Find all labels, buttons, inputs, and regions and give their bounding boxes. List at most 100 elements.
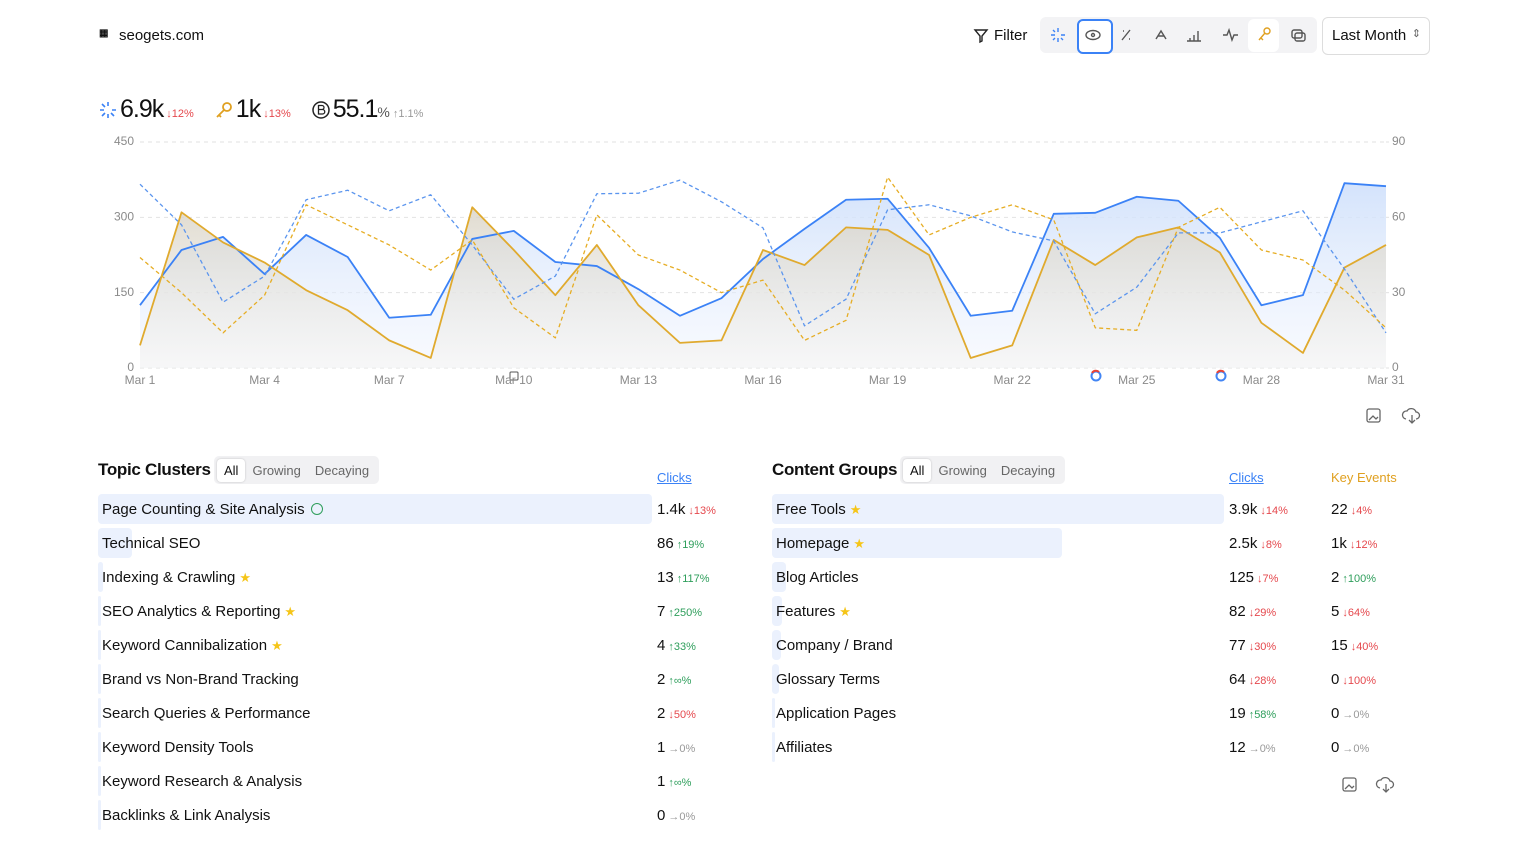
areas [140, 183, 1386, 368]
cell-change: 19% [677, 539, 705, 551]
cell-value: 0 [657, 807, 666, 824]
lines [139, 176, 1387, 359]
cell-change: 40% [1351, 641, 1379, 653]
cell-value: 2 [657, 705, 666, 722]
table-row: Free Tools★ 3.9k14% 224% [772, 494, 1431, 524]
cell-change: 4% [1351, 505, 1372, 517]
row-label: Features [776, 603, 836, 620]
cell-value: 0 [1331, 705, 1340, 722]
cell-value: 13 [657, 569, 674, 586]
row-label: Search Queries & Performance [102, 705, 311, 722]
row-bar [772, 630, 781, 660]
toolbar-active[interactable] [1077, 19, 1113, 54]
toolbar-icons [1051, 27, 1306, 43]
tab[interactable]: All [903, 458, 932, 482]
table-row: Features★ 8229% 564% [772, 596, 1431, 626]
x-tick-label: Mar 28 [1243, 373, 1281, 387]
metric-value: 1k [235, 95, 261, 123]
cell-change: 250% [668, 607, 702, 619]
tab[interactable]: Decaying [314, 462, 370, 478]
metric-value: 6.9k [120, 95, 164, 123]
metric-icon [98, 100, 118, 120]
cell-change: 13% [688, 505, 716, 517]
cell-change: 8% [1260, 539, 1281, 551]
row-cell: 1257% [1229, 569, 1278, 586]
row-label: Brand vs Non-Brand Tracking [102, 671, 299, 688]
row-bar [98, 528, 133, 558]
filter-icon [973, 29, 989, 44]
row-name: Features ★ [776, 603, 851, 620]
y-tick-label: 0 [127, 360, 134, 374]
cell-value: 125 [1229, 569, 1255, 586]
row-cell: 00% [1331, 739, 1369, 756]
x-tick-label: Mar 25 [1118, 373, 1156, 387]
row-name: Indexing & Crawling ★ [102, 569, 251, 586]
row-label: Indexing & Crawling [102, 569, 236, 586]
row-cell: 7730% [1229, 637, 1276, 654]
cell-value: 1.4k [657, 501, 686, 518]
x-tick-label: Mar 31 [1367, 373, 1405, 387]
row-cell: 1.4k13% [657, 501, 716, 518]
row-bar [98, 800, 101, 830]
tab[interactable]: Decaying [1000, 462, 1056, 478]
table-actions[interactable] [1342, 776, 1406, 794]
column-header[interactable]: Clicks [657, 470, 692, 485]
row-label: Free Tools [776, 501, 846, 518]
cell-change: 14% [1260, 505, 1288, 517]
row-label: Backlinks & Link Analysis [102, 807, 271, 824]
row-name: Keyword Cannibalization ★ [102, 637, 283, 654]
cell-change: ∞% [668, 675, 691, 687]
row-cell: 120% [1229, 739, 1276, 756]
row-name: Homepage ★ [776, 535, 865, 552]
row-bar [98, 766, 101, 796]
tab[interactable]: All [217, 458, 246, 482]
row-label: Keyword Cannibalization [102, 637, 268, 654]
star-icon: ★ [849, 502, 862, 517]
table-row: SEO Analytics & Reporting★ 7250% [98, 596, 757, 626]
x-tick-label: Mar 1 [125, 373, 156, 387]
range-label: Last Month [1332, 27, 1407, 44]
filter-button[interactable]: Filter [994, 27, 1028, 44]
x-tick-label: Mar 13 [620, 373, 658, 387]
row-name: Blog Articles [776, 569, 859, 586]
series-line-previous [139, 179, 1387, 334]
x-tick-label: Mar 22 [994, 373, 1032, 387]
series-line-previous [139, 176, 1387, 342]
chart: 0 150 300 450 0 30 60 90 Mar 1 Mar 4 Mar 7 Mar 10 Ma… [114, 134, 1406, 387]
cell-change: 12% [1350, 539, 1378, 551]
row-label: SEO Analytics & Reporting [102, 603, 281, 620]
x-tick-label: Mar 16 [744, 373, 782, 387]
series-area [140, 207, 1386, 368]
tab[interactable]: Growing [938, 462, 987, 478]
row-cell: 8619% [657, 535, 704, 552]
row-cell: 8229% [1229, 603, 1276, 620]
y-tick-label: 450 [114, 134, 134, 148]
row-bar [98, 664, 101, 694]
star-icon: ★ [271, 638, 283, 653]
chart-actions[interactable] [1366, 407, 1430, 425]
range-select[interactable]: Last Month ⇕ [1322, 17, 1430, 55]
topic-clusters: Topic Clusters All Growing Decaying Clicks Pa… [98, 455, 728, 835]
cell-value: 86 [657, 535, 674, 552]
row-cell: 0100% [1331, 671, 1376, 688]
cell-value: 15 [1331, 637, 1348, 654]
y-tick-label: 150 [114, 285, 134, 299]
cell-value: 64 [1229, 671, 1246, 688]
section-title: Topic Clusters [98, 460, 211, 479]
row-name: Keyword Density Tools [102, 739, 253, 756]
cell-change: 28% [1249, 675, 1277, 687]
row-name: Free Tools ★ [776, 501, 861, 518]
row-cell: 433% [657, 637, 696, 654]
row-bar [772, 494, 1224, 524]
cell-change: 0% [1342, 743, 1369, 755]
y2-tick-label: 0 [1392, 360, 1399, 374]
row-cell: 564% [1331, 603, 1370, 620]
column-header[interactable]: Clicks [1229, 470, 1264, 485]
tab[interactable]: Growing [252, 462, 301, 478]
table-row: Application Pages 1958% 00% [772, 698, 1431, 728]
cell-value: 2 [1331, 569, 1340, 586]
row-label: Application Pages [776, 705, 897, 722]
x-tick-label: Mar 19 [869, 373, 907, 387]
column-header[interactable]: Key Events [1331, 470, 1397, 485]
